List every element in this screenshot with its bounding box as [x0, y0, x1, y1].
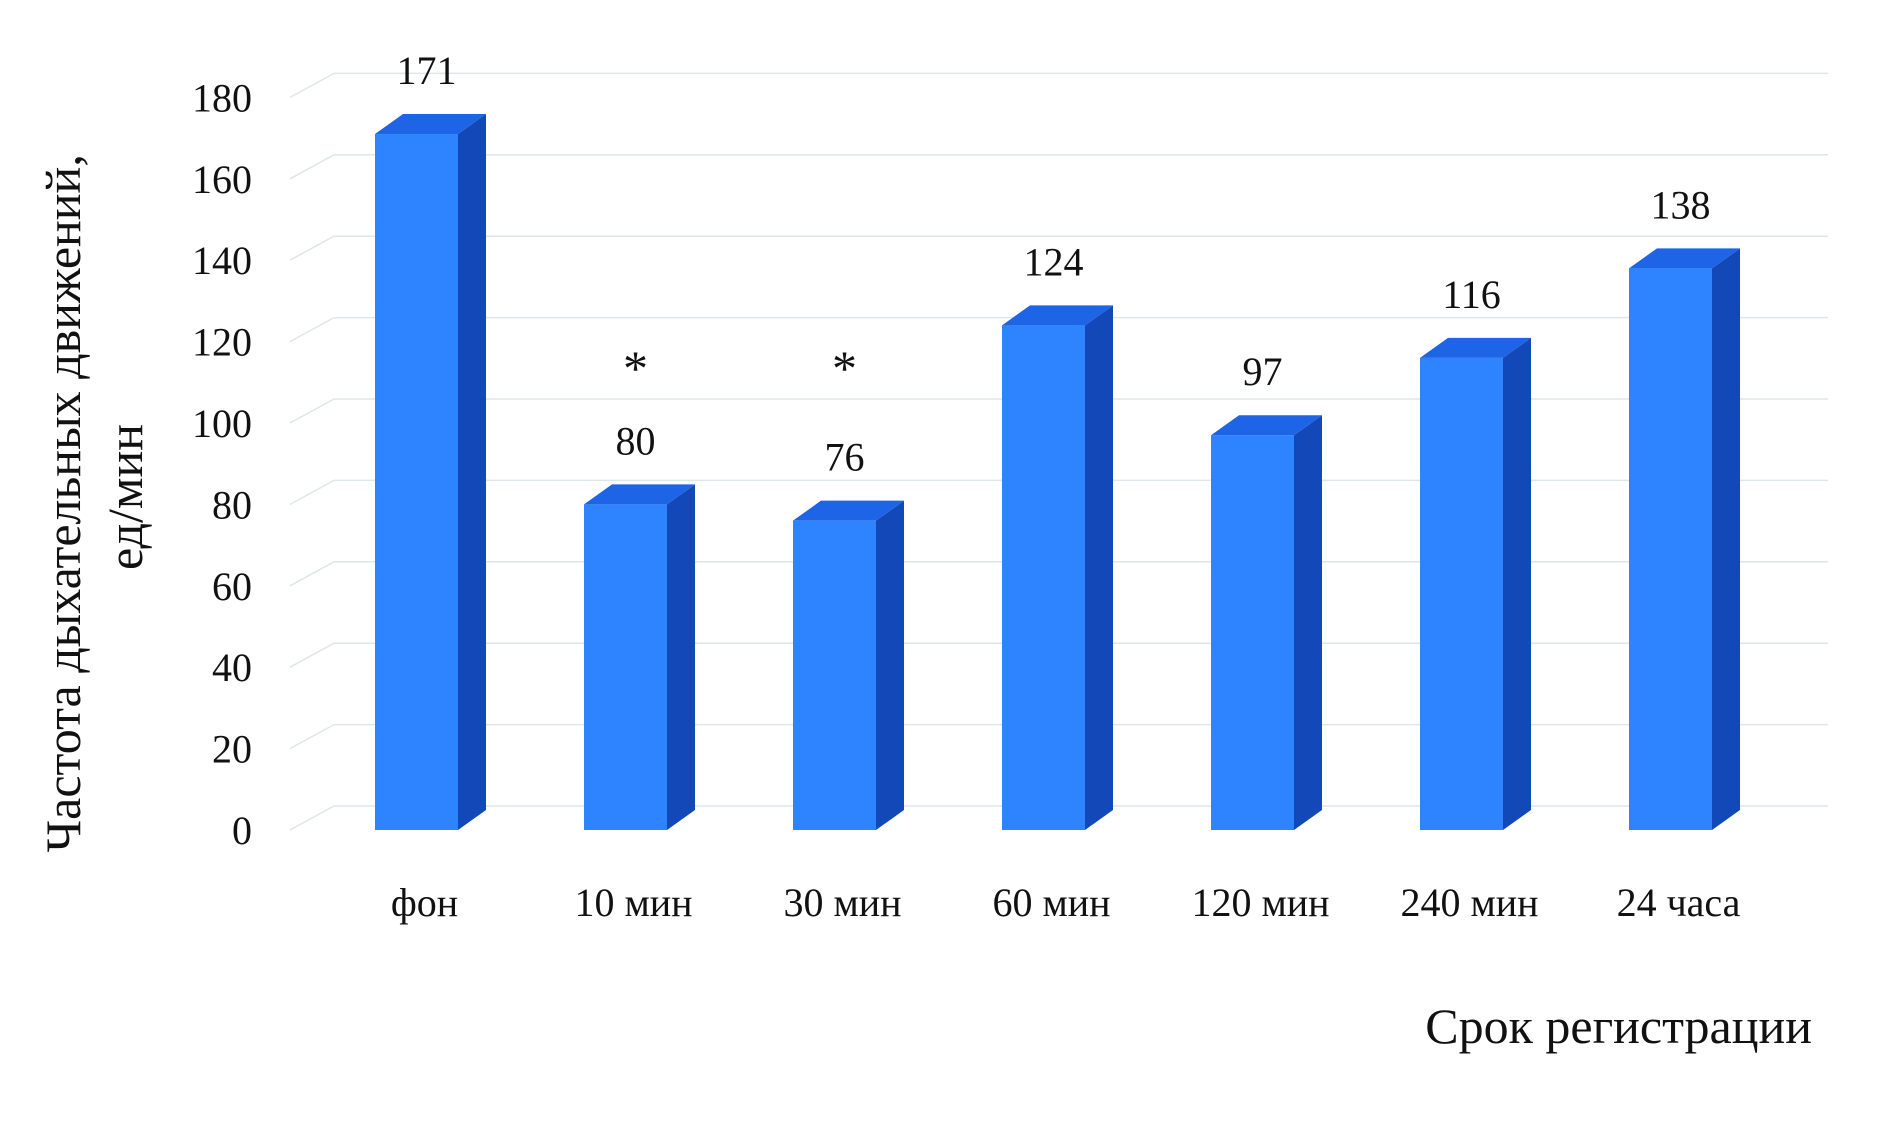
data-label-5: 116 — [1442, 272, 1501, 317]
gridline-side-120 — [289, 316, 335, 343]
bar-side-5 — [1503, 337, 1531, 830]
x-tick-label-4: 120 мин — [1191, 880, 1329, 925]
y-tick-label-180: 180 — [192, 75, 252, 120]
bar-top-1 — [584, 484, 695, 505]
bar-top-4 — [1211, 415, 1322, 436]
bar-top-6 — [1629, 248, 1740, 269]
y-tick-label-40: 40 — [212, 645, 252, 690]
data-label-4: 97 — [1243, 349, 1283, 394]
data-label-1: 80 — [616, 418, 656, 463]
x-tick-label-1: 10 мин — [574, 880, 692, 925]
y-tick-label-100: 100 — [192, 401, 252, 446]
data-label-2: 76 — [825, 435, 865, 480]
bar-top-0 — [375, 114, 486, 135]
y-tick-label-120: 120 — [192, 320, 252, 365]
bar-side-2 — [876, 500, 904, 830]
y-tick-label-60: 60 — [212, 564, 252, 609]
y-tick-label-20: 20 — [212, 727, 252, 772]
bar-front-3 — [1002, 325, 1085, 830]
gridline-side-20 — [289, 723, 335, 750]
bar-front-4 — [1211, 435, 1294, 830]
significance-marker-2: * — [832, 340, 857, 396]
data-label-6: 138 — [1651, 182, 1711, 227]
bar-front-0 — [375, 134, 458, 830]
y-axis-title: Частота дыхательных движений, ед/мин — [35, 142, 153, 853]
y-axis-title-line-1: Частота дыхательных движений, — [35, 154, 91, 852]
bar-side-3 — [1085, 305, 1113, 830]
bar-front-1 — [584, 504, 667, 830]
bar-front-5 — [1420, 357, 1503, 830]
y-tick-label-140: 140 — [192, 238, 252, 283]
significance-marker-1: * — [623, 340, 648, 396]
gridline-side-160 — [289, 154, 335, 180]
bar-top-3 — [1002, 305, 1113, 326]
x-tick-label-3: 60 мин — [992, 880, 1110, 925]
gridline-side-60 — [289, 561, 335, 587]
bar-front-6 — [1629, 268, 1712, 831]
bar-side-6 — [1712, 248, 1740, 831]
gridline-side-180 — [289, 72, 335, 99]
gridline-side-0 — [289, 805, 335, 831]
x-tick-label-5: 240 мин — [1400, 880, 1538, 925]
data-label-0: 171 — [397, 48, 457, 93]
bar-side-4 — [1294, 415, 1322, 830]
bar-front-2 — [793, 520, 876, 830]
x-tick-label-0: фон — [391, 880, 458, 925]
gridline-side-100 — [289, 398, 335, 424]
data-label-3: 124 — [1024, 239, 1084, 284]
bar-side-1 — [667, 484, 695, 830]
y-tick-label-0: 0 — [232, 808, 252, 853]
y-axis-title-line-2: ед/мин — [97, 424, 153, 570]
bar-side-0 — [458, 114, 486, 830]
bars — [375, 114, 1740, 831]
y-tick-label-160: 160 — [192, 157, 252, 202]
bar-top-2 — [793, 500, 904, 521]
y-tick-label-80: 80 — [212, 482, 252, 527]
labels: 0 20 40 60 80 100 120 140 160 180 171 фон 80 * 10 мин 7… — [192, 48, 1741, 925]
gridline-side-80 — [289, 479, 335, 506]
bar-top-5 — [1420, 337, 1531, 358]
x-axis-title: Срок регистрации — [1425, 998, 1812, 1054]
gridline-side-140 — [289, 235, 335, 261]
x-tick-label-6: 24 часа — [1617, 880, 1741, 925]
x-tick-label-2: 30 мин — [783, 880, 901, 925]
gridline-side-40 — [289, 642, 335, 668]
